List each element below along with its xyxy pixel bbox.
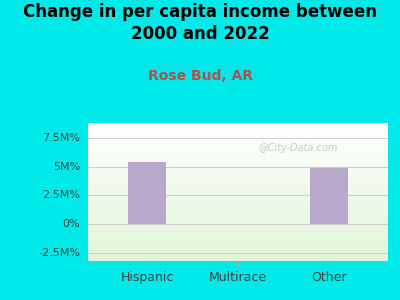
Text: 2.5M%: 2.5M% — [42, 190, 80, 200]
Bar — [310, 168, 348, 224]
Text: 5M%: 5M% — [53, 162, 80, 172]
Text: 7.5M%: 7.5M% — [42, 133, 80, 143]
Text: -2.5M%: -2.5M% — [38, 248, 80, 258]
Text: 0%: 0% — [62, 219, 80, 229]
Bar — [128, 162, 166, 224]
Text: Change in per capita income between
2000 and 2022: Change in per capita income between 2000… — [23, 3, 377, 43]
Text: Rose Bud, AR: Rose Bud, AR — [148, 69, 252, 83]
Text: @City-Data.com: @City-Data.com — [258, 143, 338, 153]
